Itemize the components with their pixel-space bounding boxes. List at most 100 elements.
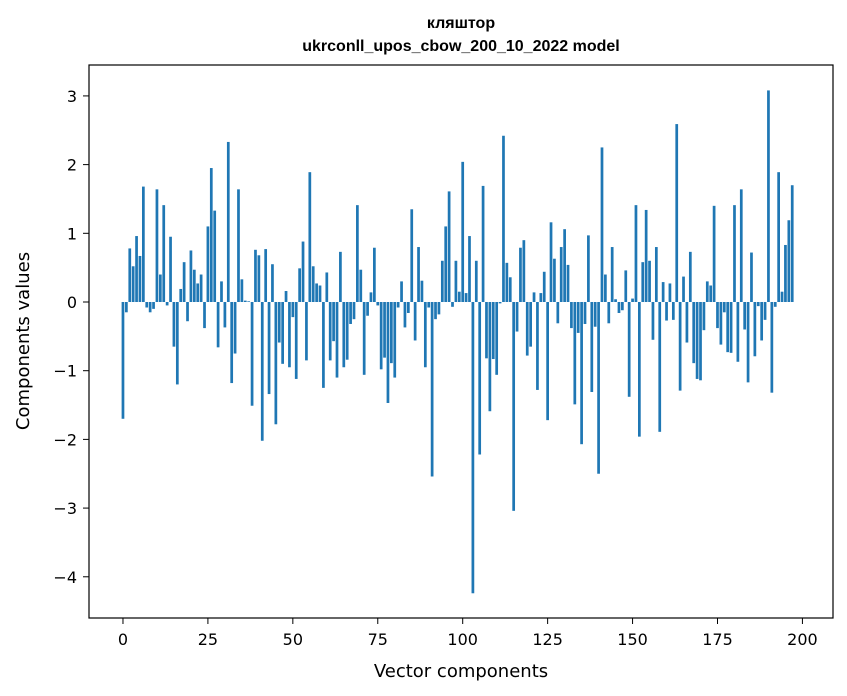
- bar-126: [549, 222, 553, 302]
- bar-65: [342, 302, 346, 368]
- bar-60: [325, 272, 329, 302]
- bar-155: [648, 260, 651, 302]
- bar-13: [165, 302, 169, 306]
- bar-91: [430, 302, 434, 477]
- x-tick-label: 200: [787, 630, 818, 649]
- bar-120: [529, 302, 532, 347]
- bar-107: [485, 302, 488, 359]
- bar-3: [131, 266, 135, 302]
- bars-group: [121, 90, 794, 594]
- bar-94: [440, 260, 444, 302]
- bar-79: [390, 302, 393, 364]
- y-tick-label: −2: [53, 430, 77, 449]
- bar-38: [250, 302, 254, 406]
- bar-88: [420, 280, 424, 302]
- bar-49: [288, 302, 291, 368]
- bar-2: [128, 248, 132, 302]
- bar-152: [638, 302, 641, 437]
- bar-82: [400, 281, 403, 302]
- bar-161: [668, 283, 672, 302]
- bar-110: [495, 302, 499, 375]
- bar-105: [478, 302, 482, 455]
- bar-174: [712, 205, 716, 302]
- bar-162: [671, 302, 675, 320]
- bar-27: [213, 210, 217, 302]
- bar-184: [746, 302, 750, 383]
- x-tick-label: 75: [368, 630, 388, 649]
- bar-100: [461, 161, 465, 302]
- bar-102: [468, 236, 471, 302]
- bar-89: [423, 302, 427, 368]
- bar-192: [773, 302, 777, 307]
- bar-6: [142, 186, 145, 302]
- bar-157: [654, 247, 658, 302]
- y-tick-label: 3: [67, 87, 77, 106]
- bar-175: [716, 302, 719, 329]
- bar-36: [243, 300, 247, 302]
- bar-44: [271, 264, 274, 302]
- bar-177: [722, 302, 726, 313]
- bar-121: [532, 292, 536, 302]
- bar-26: [209, 168, 213, 302]
- bar-168: [692, 302, 696, 364]
- bar-0: [121, 302, 125, 419]
- bar-118: [522, 240, 526, 302]
- bar-186: [753, 302, 757, 357]
- bar-81: [396, 302, 400, 308]
- bar-96: [447, 191, 451, 302]
- bar-21: [192, 269, 196, 302]
- bar-85: [410, 209, 414, 302]
- bar-56: [311, 266, 315, 302]
- bar-130: [563, 229, 566, 302]
- bar-151: [634, 205, 638, 302]
- bar-62: [332, 302, 335, 342]
- bar-58: [318, 285, 322, 302]
- x-tick-label: 150: [617, 630, 648, 649]
- bar-116: [515, 302, 519, 332]
- bar-180: [733, 205, 736, 302]
- bar-124: [542, 271, 546, 302]
- bar-43: [267, 302, 271, 395]
- bar-189: [763, 302, 767, 320]
- bar-122: [536, 302, 539, 390]
- y-tick-label: −3: [53, 499, 77, 518]
- bar-7: [145, 302, 149, 308]
- bar-98: [454, 260, 458, 302]
- bar-90: [427, 302, 431, 308]
- bar-37: [247, 301, 251, 302]
- bar-149: [627, 302, 631, 397]
- bar-134: [576, 302, 580, 333]
- bar-66: [345, 302, 349, 360]
- bar-75: [376, 302, 380, 306]
- bar-169: [695, 302, 699, 379]
- bar-115: [512, 302, 516, 511]
- bar-54: [305, 302, 308, 361]
- bar-104: [474, 260, 478, 302]
- bar-78: [386, 302, 390, 403]
- bar-20: [189, 250, 193, 302]
- bar-142: [604, 274, 607, 302]
- bar-165: [682, 276, 685, 302]
- bar-50: [291, 302, 295, 318]
- bar-69: [356, 205, 359, 302]
- bar-16: [175, 302, 179, 385]
- bar-163: [675, 124, 679, 302]
- bar-171: [702, 302, 706, 331]
- bar-172: [705, 281, 709, 302]
- bar-33: [233, 302, 237, 354]
- bar-167: [688, 251, 692, 302]
- bar-53: [301, 241, 305, 302]
- y-tick-label: 0: [67, 293, 77, 312]
- bar-95: [444, 226, 448, 302]
- x-tick-label: 25: [198, 630, 218, 649]
- bar-59: [322, 302, 325, 388]
- bar-103: [471, 302, 475, 594]
- bar-31: [226, 141, 230, 302]
- bar-109: [491, 302, 495, 360]
- bar-129: [559, 247, 563, 302]
- bar-166: [685, 302, 689, 343]
- x-tick-label: 100: [447, 630, 478, 649]
- bar-17: [179, 288, 183, 302]
- bar-67: [349, 302, 352, 324]
